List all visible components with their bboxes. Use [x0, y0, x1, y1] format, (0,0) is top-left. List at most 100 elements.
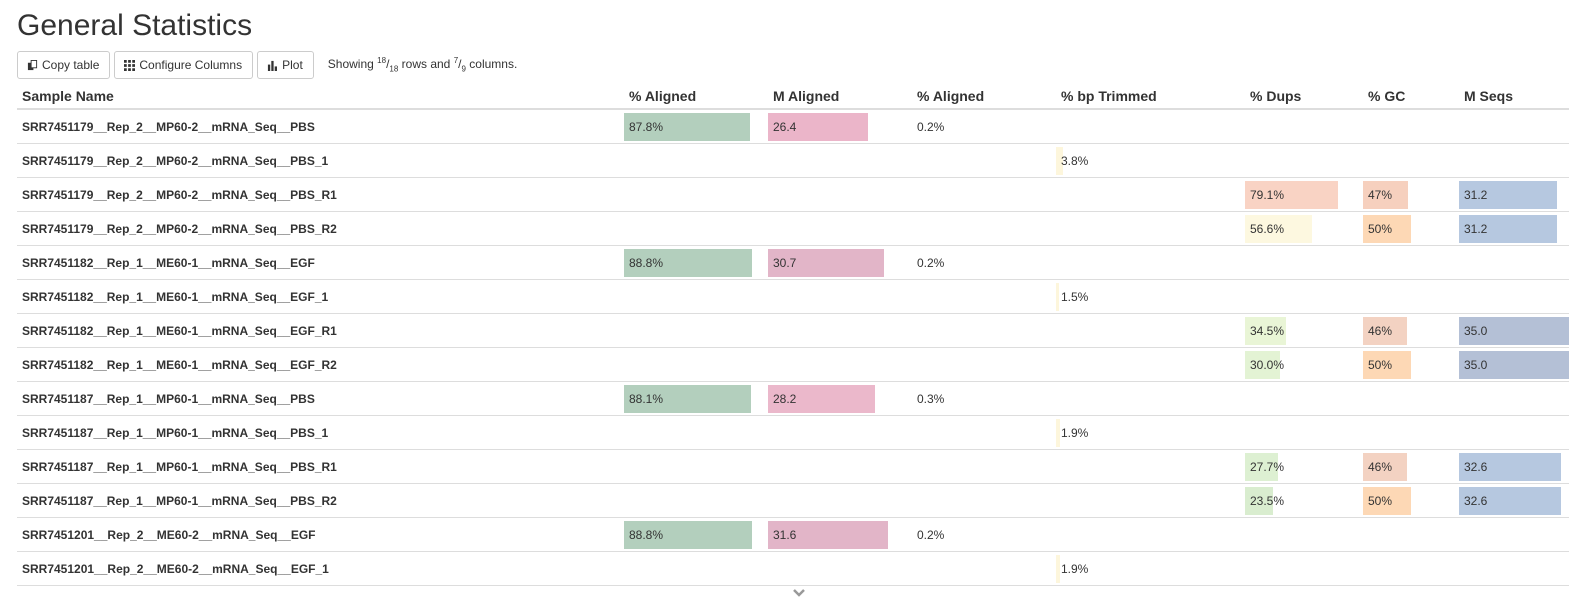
table-row[interactable]: SRR7451179__Rep_2__MP60-2__mRNA_Seq__PBS…	[17, 177, 1569, 212]
table-row[interactable]: SRR7451179__Rep_2__MP60-2__mRNA_Seq__PBS…	[17, 143, 1569, 178]
value-bar	[624, 248, 752, 277]
copy-table-button[interactable]: Copy table	[17, 51, 111, 79]
sample-name-cell: SRR7451182__Rep_1__ME60-1__mRNA_Seq__EGF	[17, 245, 624, 280]
column-header-m-aligned[interactable]: M Aligned	[768, 84, 912, 110]
copy-table-label: Copy table	[42, 58, 100, 72]
sample-name-cell: SRR7451182__Rep_1__ME60-1__mRNA_Seq__EGF…	[17, 347, 624, 382]
cell-dups: 30.0%	[1245, 347, 1363, 382]
bar-chart-icon	[268, 60, 278, 71]
table-row[interactable]: SRR7451182__Rep_1__ME60-1__mRNA_Seq__EGF…	[17, 313, 1569, 348]
value-bar	[1459, 452, 1562, 481]
cell-m-aligned	[768, 279, 912, 314]
cell-dups	[1245, 143, 1363, 178]
value-bar	[768, 384, 875, 413]
column-header-gc[interactable]: % GC	[1363, 84, 1459, 110]
sample-name-cell: SRR7451187__Rep_1__MP60-1__mRNA_Seq__PBS…	[17, 483, 624, 518]
sample-name-cell: SRR7451201__Rep_2__ME60-2__mRNA_Seq__EGF	[17, 517, 624, 552]
cell-m-seqs: 32.6	[1459, 483, 1569, 518]
cell-value: 0.2%	[917, 527, 945, 542]
configure-columns-button[interactable]: Configure Columns	[114, 51, 254, 79]
cell-m-aligned	[768, 449, 912, 484]
cell-aligned-pct2: 0.2%	[912, 517, 1056, 552]
column-header-name[interactable]: Sample Name	[17, 84, 624, 110]
cell-bp-trimmed	[1056, 245, 1245, 280]
chevron-down-icon[interactable]	[791, 588, 807, 598]
cell-bp-trimmed	[1056, 313, 1245, 348]
cell-dups	[1245, 279, 1363, 314]
cell-value: 88.8%	[629, 255, 664, 270]
cell-value: 23.5%	[1250, 493, 1285, 508]
cell-m-seqs	[1459, 381, 1569, 416]
table-row[interactable]: SRR7451179__Rep_2__MP60-2__mRNA_Seq__PBS…	[17, 211, 1569, 246]
cell-value: 88.1%	[629, 391, 664, 406]
cell-value: 34.5%	[1250, 323, 1285, 338]
cell-dups: 56.6%	[1245, 211, 1363, 246]
column-header-aligned-pct2[interactable]: % Aligned	[912, 84, 1056, 110]
cell-bp-trimmed: 1.9%	[1056, 551, 1245, 586]
value-bar	[1245, 316, 1286, 345]
cell-value: 28.2	[773, 391, 797, 406]
cell-gc	[1363, 551, 1459, 586]
header-row: Sample Name% Aligned M Aligned% Aligned% …	[17, 84, 1569, 110]
cell-value: 0.3%	[917, 391, 945, 406]
cell-aligned-pct: 88.8%	[624, 517, 768, 552]
cell-bp-trimmed	[1056, 449, 1245, 484]
sample-name-cell: SRR7451179__Rep_2__MP60-2__mRNA_Seq__PBS…	[17, 177, 624, 212]
cell-aligned-pct2	[912, 551, 1056, 586]
table-row[interactable]: SRR7451182__Rep_1__ME60-1__mRNA_Seq__EGF…	[17, 245, 1569, 280]
table-row[interactable]: SRR7451179__Rep_2__MP60-2__mRNA_Seq__PBS…	[17, 109, 1569, 144]
table-row[interactable]: SRR7451182__Rep_1__ME60-1__mRNA_Seq__EGF…	[17, 279, 1569, 314]
cell-aligned-pct2: 0.2%	[912, 245, 1056, 280]
cell-aligned-pct2	[912, 143, 1056, 178]
value-bar	[624, 384, 751, 413]
cell-gc	[1363, 415, 1459, 450]
column-header-bp-trimmed[interactable]: % bp Trimmed	[1056, 84, 1245, 110]
table-row[interactable]: SRR7451187__Rep_1__MP60-1__mRNA_Seq__PBS…	[17, 483, 1569, 518]
cell-aligned-pct2	[912, 177, 1056, 212]
value-bar	[1056, 282, 1059, 311]
cell-aligned-pct	[624, 279, 768, 314]
cell-dups: 34.5%	[1245, 313, 1363, 348]
cell-m-aligned	[768, 347, 912, 382]
cell-value: 46%	[1368, 323, 1393, 338]
cell-aligned-pct2	[912, 415, 1056, 450]
table-row[interactable]: SRR7451187__Rep_1__MP60-1__mRNA_Seq__PBS…	[17, 415, 1569, 450]
value-bar	[768, 112, 869, 141]
sample-name-cell: SRR7451187__Rep_1__MP60-1__mRNA_Seq__PBS…	[17, 449, 624, 484]
cell-m-aligned	[768, 313, 912, 348]
plot-button[interactable]: Plot	[257, 51, 314, 79]
value-bar	[1056, 146, 1064, 175]
value-bar	[1245, 180, 1339, 209]
table-row[interactable]: SRR7451201__Rep_2__ME60-2__mRNA_Seq__EGF…	[17, 551, 1569, 586]
table-row[interactable]: SRR7451187__Rep_1__MP60-1__mRNA_Seq__PBS…	[17, 381, 1569, 416]
cell-value: 35.0	[1464, 323, 1488, 338]
cell-value: 31.2	[1464, 221, 1488, 236]
table-row[interactable]: SRR7451187__Rep_1__MP60-1__mRNA_Seq__PBS…	[17, 449, 1569, 484]
column-header-dups[interactable]: % Dups	[1245, 84, 1363, 110]
cell-value: 1.9%	[1061, 425, 1089, 440]
cell-dups	[1245, 381, 1363, 416]
cell-aligned-pct2	[912, 449, 1056, 484]
value-bar	[1245, 214, 1312, 243]
cell-m-seqs	[1459, 551, 1569, 586]
cell-bp-trimmed: 3.8%	[1056, 143, 1245, 178]
table-row[interactable]: SRR7451182__Rep_1__ME60-1__mRNA_Seq__EGF…	[17, 347, 1569, 382]
table-row[interactable]: SRR7451201__Rep_2__ME60-2__mRNA_Seq__EGF…	[17, 517, 1569, 552]
value-bar	[1245, 486, 1273, 515]
value-bar	[768, 520, 888, 549]
cell-aligned-pct2	[912, 211, 1056, 246]
value-bar	[624, 112, 751, 141]
cell-value: 31.2	[1464, 187, 1488, 202]
cell-aligned-pct	[624, 415, 768, 450]
value-bar	[1459, 486, 1562, 515]
cell-value: 30.0%	[1250, 357, 1285, 372]
sample-name-cell: SRR7451182__Rep_1__ME60-1__mRNA_Seq__EGF…	[17, 279, 624, 314]
cell-dups	[1245, 245, 1363, 280]
cell-bp-trimmed: 1.5%	[1056, 279, 1245, 314]
column-header-aligned-pct[interactable]: % Aligned	[624, 84, 768, 110]
cell-m-aligned: 26.4	[768, 109, 912, 144]
cell-value: 0.2%	[917, 119, 945, 134]
value-bar	[1459, 316, 1569, 345]
column-header-m-seqs[interactable]: M Seqs	[1459, 84, 1569, 110]
cell-aligned-pct	[624, 347, 768, 382]
